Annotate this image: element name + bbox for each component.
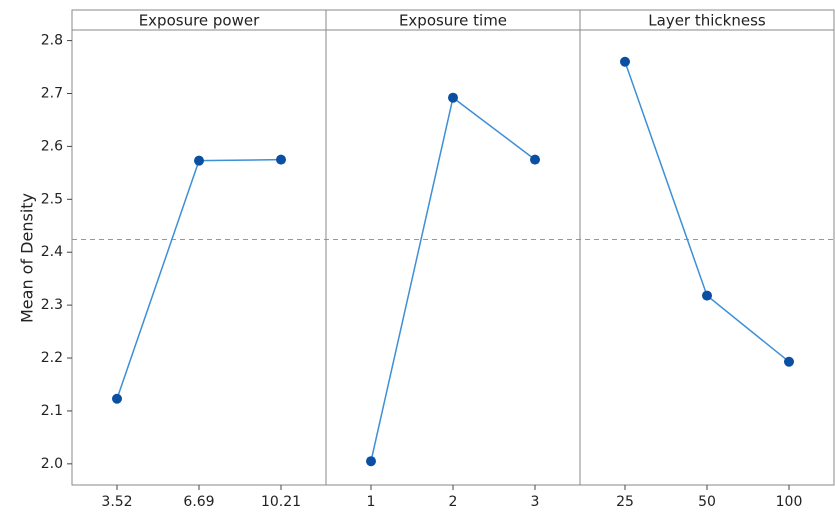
point	[784, 356, 794, 367]
panel-title: Exposure power	[139, 12, 260, 30]
y-tick-label: 2.2	[41, 350, 63, 366]
y-tick-label: 2.3	[41, 297, 63, 313]
point	[366, 456, 376, 467]
y-tick-label: 2.0	[41, 456, 63, 472]
plot-frame	[71, 9, 835, 486]
y-tick-label: 2.1	[41, 403, 63, 419]
y-tick-label: 2.7	[41, 85, 63, 101]
x-tick-label: 3	[531, 494, 540, 510]
point	[702, 290, 712, 301]
x-tick-label: 3.52	[101, 494, 132, 510]
x-tick-label: 25	[616, 494, 634, 510]
line	[116, 158, 282, 400]
point	[194, 155, 204, 166]
x-tick-label: 2	[449, 494, 458, 510]
point	[448, 92, 458, 103]
x-tick-label: 50	[698, 494, 716, 510]
x-tick-label: 10.21	[261, 494, 301, 510]
y-axis-label: Mean of Density	[18, 193, 37, 323]
x-tick-label: 100	[776, 494, 803, 510]
point	[530, 154, 540, 165]
y-tick-label: 2.4	[41, 244, 63, 260]
point	[620, 56, 630, 67]
x-tick-label: 6.69	[183, 494, 214, 510]
y-tick-label: 2.6	[41, 138, 63, 154]
y-tick-label: 2.8	[41, 33, 63, 49]
panel-title: Layer thickness	[648, 12, 766, 30]
line	[624, 61, 790, 363]
x-tick-label: 1	[367, 494, 376, 510]
panel-title: Exposure time	[399, 12, 507, 30]
line	[370, 96, 536, 462]
point	[112, 393, 122, 404]
point	[276, 154, 286, 165]
y-tick-label: 2.5	[41, 191, 63, 207]
